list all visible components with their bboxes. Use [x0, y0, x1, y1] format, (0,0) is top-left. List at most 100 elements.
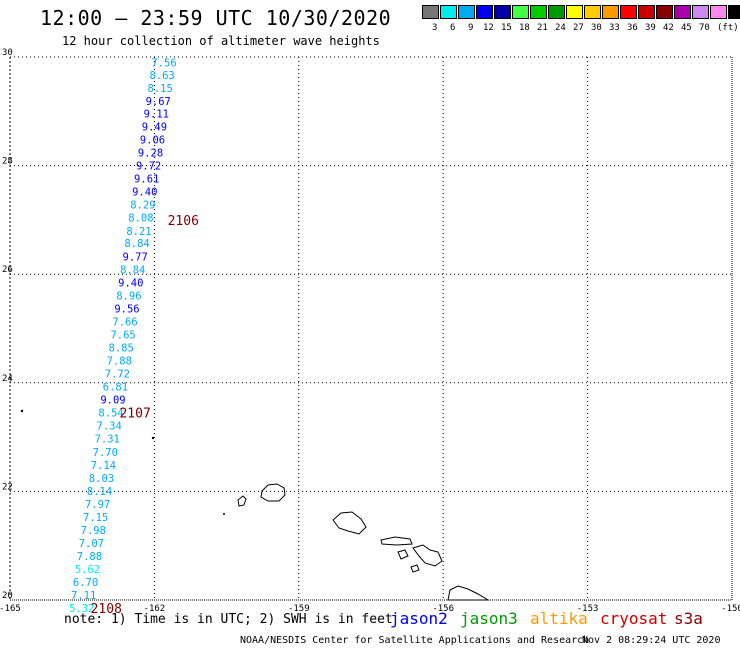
lon-tick-label: -153	[577, 604, 599, 614]
lat-lon-grid	[9, 56, 733, 601]
color-swatch	[530, 5, 547, 19]
lon-tick-label: -156	[432, 604, 454, 614]
swh-value: 8.96	[116, 290, 141, 302]
color-scale-label: 70	[699, 23, 710, 33]
color-swatch	[476, 5, 493, 19]
island-kahoolawe	[410, 564, 420, 573]
pass-labels: 2106 2107 2108	[91, 214, 199, 617]
swh-value: 8.84	[120, 264, 145, 276]
swh-value: 8.03	[89, 473, 114, 485]
color-scale-swatches	[422, 5, 740, 19]
lat-tick-label: 20	[2, 591, 13, 601]
lat-tick-label: 28	[2, 157, 13, 167]
color-swatch	[656, 5, 673, 19]
pass-time-label: 2107	[119, 407, 150, 422]
color-scale-label: 39	[645, 23, 656, 33]
swh-value: 5.32	[69, 603, 94, 615]
swh-values: 7.568.638.159.679.11 9.499.069.289.729.61…	[69, 57, 177, 615]
color-swatch	[512, 5, 529, 19]
swh-value: 7.07	[79, 538, 104, 550]
islet-dot	[20, 409, 24, 413]
color-scale-label: 21	[537, 23, 548, 33]
swh-value: 8.84	[124, 238, 149, 250]
island-oahu	[332, 511, 367, 535]
swh-value: 9.40	[118, 277, 143, 289]
color-scale-label: 6	[450, 23, 456, 33]
color-scale-label: 9	[468, 23, 474, 33]
generated-timestamp: Nov 2 08:29:24 UTC 2020	[582, 635, 721, 646]
swh-value: 7.72	[105, 369, 130, 381]
islet-dot	[151, 436, 155, 440]
credit-line: NOAA/NESDIS Center for Satellite Applica…	[240, 635, 590, 646]
island-lanai	[397, 549, 409, 560]
color-swatch	[566, 5, 583, 19]
island-kauai	[260, 483, 286, 502]
swh-value: 9.40	[132, 187, 157, 199]
axis-labels: -165 -162 -159 -156 -153 -150 30 28 26 24 22 20	[0, 48, 740, 614]
color-swatch	[692, 5, 709, 19]
hawaiian-islands	[20, 409, 490, 601]
color-scale-label: 33	[609, 23, 620, 33]
swh-value: 7.88	[107, 356, 132, 368]
color-scale-label: 3	[432, 23, 438, 33]
swh-value: 7.14	[91, 460, 116, 472]
swh-value: 7.34	[97, 421, 122, 433]
lon-tick-label: -159	[288, 604, 310, 614]
swh-value: 7.15	[83, 512, 108, 524]
island-niihau	[237, 495, 247, 507]
satellite-name: jason2	[390, 609, 448, 628]
color-scale-label: 18	[519, 23, 530, 33]
swh-value: 9.72	[136, 161, 161, 173]
swh-value: 8.08	[128, 213, 153, 225]
swh-value: 7.98	[81, 525, 106, 537]
color-scale-labels: 3 6 9 12 15 18 21 24 27 30 33 36 39 42 45 70 (ft)	[422, 23, 740, 35]
lon-tick-label: -162	[144, 604, 166, 614]
swh-value: 5.62	[75, 564, 100, 576]
swh-value: 7.70	[93, 447, 118, 459]
swh-value: 8.63	[149, 70, 174, 82]
swh-value: 6.81	[103, 382, 128, 394]
swh-value: 9.77	[122, 251, 147, 263]
island-maui	[412, 544, 443, 567]
color-swatch	[620, 5, 637, 19]
color-scale-label: 42	[663, 23, 674, 33]
color-swatch	[638, 5, 655, 19]
swh-value: 7.97	[85, 499, 110, 511]
pass-time-label: 2106	[168, 214, 199, 229]
lat-tick-label: 26	[2, 265, 13, 275]
color-swatch	[548, 5, 565, 19]
swh-value: 8.85	[109, 343, 134, 355]
swh-value: 7.66	[112, 316, 137, 328]
swh-value: 8.21	[126, 226, 151, 238]
map-subtitle: 12 hour collection of altimeter wave hei…	[62, 34, 380, 48]
islet-dot	[223, 513, 225, 515]
swh-value: 7.88	[77, 551, 102, 563]
swh-value: 8.29	[130, 200, 155, 212]
color-scale-label: 12	[483, 23, 494, 33]
swh-value: 7.65	[110, 329, 135, 341]
pass-time-label: 2108	[91, 602, 122, 617]
color-scale-label: (ft)	[717, 23, 739, 33]
color-swatch	[674, 5, 691, 19]
color-swatch	[494, 5, 511, 19]
color-swatch	[458, 5, 475, 19]
swh-value: 8.15	[148, 83, 173, 95]
lon-tick-label: -150	[721, 604, 740, 614]
color-swatch	[710, 5, 727, 19]
swh-value: 9.09	[100, 395, 125, 407]
swh-value: 9.56	[114, 303, 139, 315]
swh-value: 9.11	[144, 108, 169, 120]
swh-value: 9.06	[140, 135, 165, 147]
swh-value: 7.31	[95, 434, 120, 446]
color-swatch	[440, 5, 457, 19]
color-scale-legend: 3 6 9 12 15 18 21 24 27 30 33 36 39 42 45 70 (ft)	[422, 5, 740, 33]
lat-tick-label: 24	[2, 374, 13, 384]
island-molokai	[380, 536, 413, 546]
swh-value: 9.61	[134, 174, 159, 186]
color-scale-label: 24	[555, 23, 566, 33]
swh-value: 7.11	[71, 590, 96, 602]
color-swatch	[602, 5, 619, 19]
color-swatch	[584, 5, 601, 19]
satellite-name: s3a	[674, 609, 703, 628]
